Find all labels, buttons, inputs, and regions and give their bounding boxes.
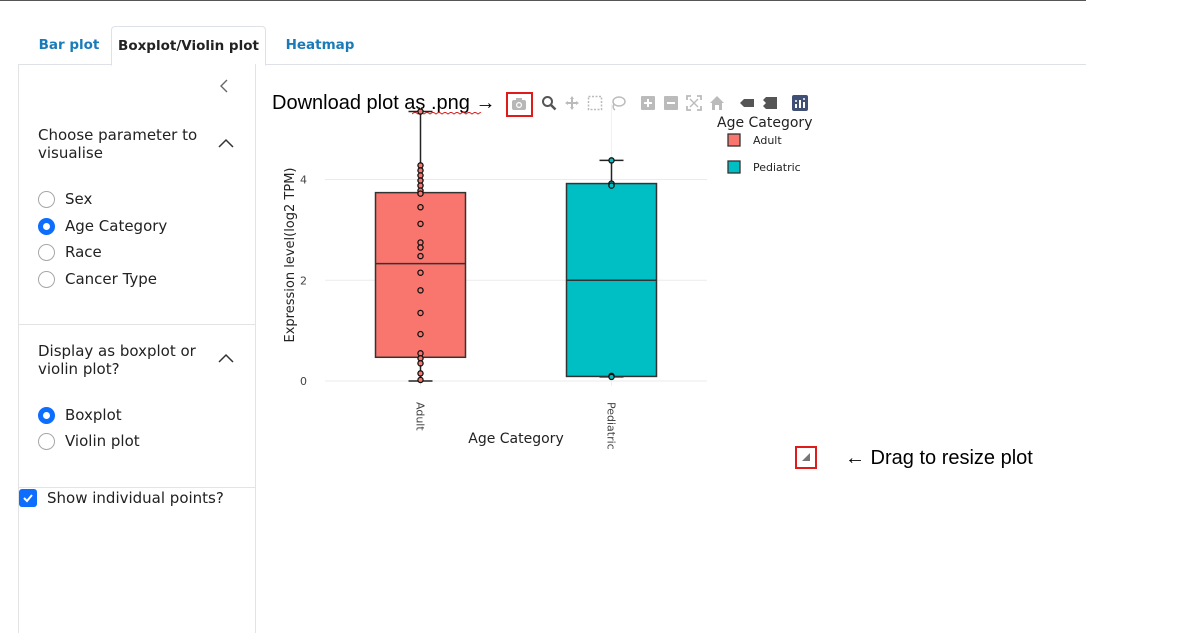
data-point: [417, 220, 424, 228]
show-points-checkbox-row[interactable]: Show individual points?: [19, 489, 224, 507]
radio-cancer-type[interactable]: Cancer Type: [38, 269, 157, 289]
legend-swatch: [727, 160, 741, 174]
download-annotation: Download plot as .png →: [272, 92, 496, 114]
data-point: [417, 287, 424, 294]
compare-hover-icon[interactable]: [762, 95, 778, 111]
radio-sex[interactable]: Sex: [38, 189, 92, 209]
data-point: [417, 370, 424, 377]
radio-button-selected[interactable]: [38, 406, 55, 424]
radio-button[interactable]: [38, 432, 55, 450]
legend-title: Age Category: [717, 115, 812, 131]
display-section-title: Display as boxplot or violin plot?: [38, 342, 196, 378]
radio-label: Sex: [65, 190, 93, 208]
data-point: [417, 330, 424, 338]
y-axis-title: Expression level(log2 TPM): [283, 168, 298, 343]
section-divider: [19, 487, 255, 488]
chevron-up-icon[interactable]: [217, 137, 235, 149]
radio-age-category[interactable]: Age Category: [38, 216, 167, 236]
radio-label: Age Category: [65, 217, 168, 235]
radio-button[interactable]: [38, 243, 55, 261]
zoom-out-icon[interactable]: [663, 95, 679, 111]
radio-violin[interactable]: Violin plot: [38, 431, 140, 451]
section-divider: [19, 324, 255, 325]
pan-icon[interactable]: [564, 95, 580, 111]
data-point: [417, 376, 424, 384]
sidebar: Choose parameter to visualise Sex Age Ca…: [18, 64, 256, 633]
y-tick-label: 2: [300, 274, 307, 287]
data-point: [417, 190, 424, 197]
radio-label: Race: [65, 243, 102, 261]
box-plot-chart[interactable]: 0 2 4 Adult Pediatric Age Category Expression …: [255, 64, 895, 484]
download-highlight-box: [506, 92, 533, 117]
radio-label: Cancer Type: [65, 270, 158, 288]
check-icon: [23, 494, 33, 503]
data-point: [608, 182, 615, 189]
tab-bar-plot[interactable]: Bar plot: [38, 37, 100, 53]
chevron-up-icon[interactable]: [217, 352, 235, 364]
tab-bar: Bar plot Boxplot/Violin plot Heatmap: [18, 26, 1086, 66]
resize-handle-icon[interactable]: [802, 453, 810, 461]
resize-highlight-box: [795, 446, 817, 469]
data-point: [417, 108, 424, 115]
top-border: [0, 0, 1086, 1]
autoscale-icon[interactable]: [686, 95, 702, 111]
x-tick-label: Pediatric: [605, 402, 618, 450]
radio-race[interactable]: Race: [38, 242, 102, 262]
data-point: [608, 157, 615, 164]
radio-button[interactable]: [38, 190, 55, 208]
data-point: [417, 244, 424, 251]
parameter-section-title: Choose parameter to visualise: [38, 126, 198, 162]
radio-button-selected[interactable]: [38, 217, 55, 235]
show-points-label: Show individual points?: [47, 489, 224, 507]
zoom-icon[interactable]: [541, 95, 557, 111]
lasso-icon[interactable]: [610, 95, 626, 111]
x-tick-label: Adult: [414, 402, 427, 431]
spike-lines-icon[interactable]: [739, 95, 755, 111]
radio-label: Violin plot: [65, 432, 140, 450]
data-point: [417, 269, 424, 276]
spellcheck-underline: [412, 112, 482, 115]
legend-swatch: [727, 133, 741, 147]
reset-axes-icon[interactable]: [709, 95, 725, 111]
plotly-logo-icon[interactable]: [792, 95, 808, 111]
data-point: [417, 252, 424, 260]
y-tick-label: 0: [300, 375, 307, 388]
tab-boxplot-violin[interactable]: Boxplot/Violin plot: [111, 26, 266, 66]
legend-label: Pediatric: [753, 161, 801, 174]
radio-button[interactable]: [38, 270, 55, 288]
data-point: [417, 309, 424, 317]
y-tick-label: 4: [300, 174, 307, 187]
x-axis-title: Age Category: [468, 431, 563, 447]
tab-heatmap[interactable]: Heatmap: [285, 37, 355, 53]
collapse-sidebar-icon[interactable]: [217, 78, 233, 94]
resize-annotation: ← Drag to resize plot: [845, 447, 1033, 469]
data-point: [608, 373, 615, 381]
camera-icon[interactable]: [511, 96, 527, 112]
data-point: [417, 203, 424, 211]
zoom-in-icon[interactable]: [640, 95, 656, 111]
legend-label: Adult: [753, 134, 782, 147]
data-point: [417, 360, 424, 367]
box-select-icon[interactable]: [587, 95, 603, 111]
radio-boxplot[interactable]: Boxplot: [38, 405, 122, 425]
radio-label: Boxplot: [65, 406, 122, 424]
show-points-checkbox[interactable]: [19, 489, 37, 507]
